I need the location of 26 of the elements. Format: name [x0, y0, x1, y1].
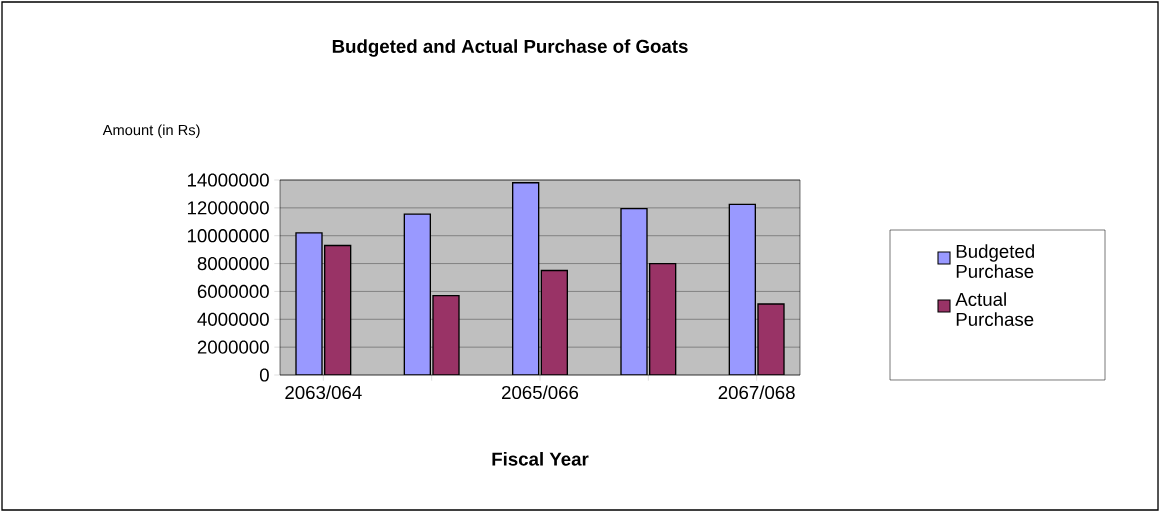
y-tick-label: 4000000 [197, 312, 269, 326]
y-tick-label: 8000000 [197, 256, 269, 271]
y-tick-label: 10000000 [187, 229, 269, 243]
bar [540, 269, 568, 375]
chart-title: Budgeted and Actual Purchase of Goats [332, 39, 688, 57]
bar [295, 232, 323, 375]
x-tick-label: 2067/068 [718, 385, 795, 400]
legend-label: Actual Purchase [955, 292, 1034, 326]
y-axis-title: Amount (in Rs) [102, 124, 200, 139]
y-tick-label: 2000000 [197, 340, 269, 354]
bar [620, 207, 648, 375]
bar [403, 213, 432, 375]
bar [728, 203, 756, 375]
y-tick-label: 0 [259, 368, 269, 382]
y-tick-label: 12000000 [187, 201, 269, 215]
bar [512, 182, 540, 375]
x-tick-label: 2063/064 [285, 385, 362, 400]
x-tick-label: 2065/066 [502, 385, 579, 400]
y-tick-label: 14000000 [187, 173, 269, 187]
bar [649, 262, 677, 375]
bar [757, 303, 785, 375]
legend-label: Budgeted Purchase [956, 244, 1034, 278]
x-axis-title: Fiscal Year [492, 451, 589, 466]
bar [432, 294, 460, 375]
y-tick-label: 6000000 [197, 284, 269, 299]
bar [324, 244, 352, 375]
